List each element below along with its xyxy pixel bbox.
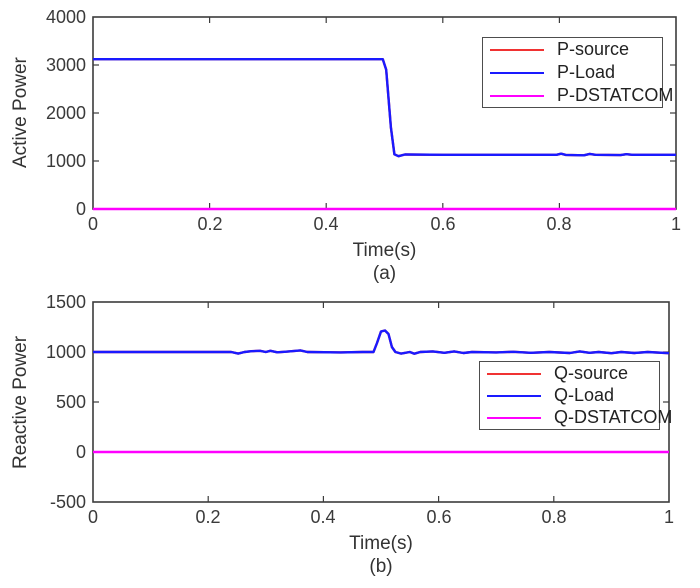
x-tick-label: 0.4 [310, 507, 336, 527]
subfigure-caption-b: (b) [369, 556, 393, 577]
x-tick-label: 0.6 [430, 214, 456, 234]
legend-label: P-source [557, 39, 630, 59]
active-power-x-axis-label: Time(s) [352, 240, 417, 261]
x-tick-label: 1 [663, 507, 674, 527]
x-tick-label: 0.4 [313, 214, 339, 234]
legend-entry-p-dstatcom: P-DSTATCOM [483, 84, 673, 107]
y-tick-label: 1000 [45, 151, 86, 171]
y-tick-label: 500 [55, 392, 86, 412]
q-source-line-sample [487, 372, 541, 375]
y-tick-label: 0 [75, 442, 86, 462]
p-source-line-sample [490, 48, 544, 51]
p-dstatcom-line-sample [490, 94, 544, 97]
subfigure-caption-a: (a) [372, 263, 397, 284]
legend-entry-q-dstatcom: Q-DSTATCOM [480, 407, 672, 429]
y-tick-label: 0 [75, 199, 86, 219]
x-tick-label: 0 [87, 507, 98, 527]
x-tick-label: 0.2 [195, 507, 221, 527]
y-tick-label: 4000 [45, 7, 86, 27]
legend-label: Q-Load [554, 385, 615, 405]
y-tick-label: 3000 [45, 55, 86, 75]
legend-entry-q-source: Q-source [480, 363, 659, 385]
x-tick-label: 0.6 [426, 507, 452, 527]
legend-label: Q-source [554, 363, 629, 383]
legend-label: Q-DSTATCOM [554, 407, 673, 427]
x-tick-label: 0 [87, 214, 98, 234]
x-tick-label: 0.8 [541, 507, 567, 527]
legend-reactive-power: Q-source Q-Load Q-DSTATCOM [479, 361, 672, 430]
active-power-plot-svg [92, 16, 677, 211]
legend-label: P-DSTATCOM [557, 85, 674, 105]
legend-entry-q-load: Q-Load [480, 385, 659, 407]
reactive-power-x-axis-label: Time(s) [349, 533, 413, 554]
legend-active-power: P-source P-Load P-DSTATCOM [482, 37, 673, 108]
x-tick-label: 0.8 [546, 214, 572, 234]
y-tick-label: -500 [49, 492, 86, 512]
reactive-power-plot-svg [92, 301, 670, 503]
active-power-plot-area [92, 16, 677, 211]
p-load-line-sample [490, 71, 544, 74]
q-load-line-sample [487, 394, 541, 397]
y-tick-label: 1500 [45, 292, 86, 312]
y-tick-label: 1000 [45, 342, 86, 362]
x-tick-label: 1 [670, 214, 681, 234]
y-tick-label: 2000 [45, 103, 86, 123]
q-dstatcom-line-sample [487, 416, 541, 419]
legend-entry-p-load: P-Load [483, 61, 662, 84]
x-tick-label: 0.2 [197, 214, 223, 234]
reactive-power-plot-area [92, 301, 670, 503]
legend-label: P-Load [557, 62, 616, 82]
legend-entry-p-source: P-source [483, 38, 662, 61]
